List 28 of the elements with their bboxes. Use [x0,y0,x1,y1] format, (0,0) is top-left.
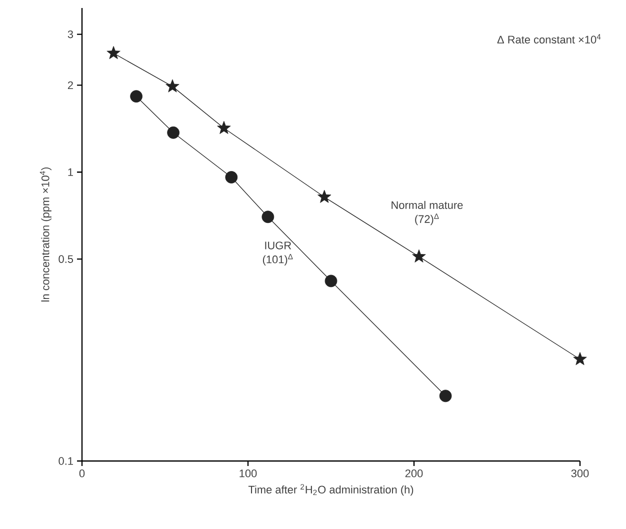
point [166,79,180,92]
annotation: (101)$^{Δ}$ [262,254,293,266]
annotation: Δ Rate constant ×10$^{4}$ [497,34,601,44]
point [573,352,587,366]
y-tick-label: 2 [68,81,73,90]
point [217,120,231,134]
point [412,249,426,262]
point [225,171,238,184]
x-tick-label: 300 [571,469,589,478]
x-tick-label: 0 [79,469,85,478]
annotation: (72)$^{Δ}$ [415,214,439,226]
series-label: IUGR [265,242,292,250]
point [130,90,142,103]
point [262,210,274,224]
point [167,126,180,139]
y-tick-label: 0.5 [58,255,74,263]
y-tick-label: 3 [68,30,74,38]
x-axis-title: Time after $^{2}$H$_{2}$O administration (h) [248,484,414,496]
point [106,46,120,60]
y-axis-title: ln concentration (ppm ×10$^{4}$) [40,167,52,302]
y-tick-label: 0.1 [58,457,73,465]
x-tick-label: 100 [240,469,257,478]
point [324,274,338,288]
y-tick-label: 1 [68,168,73,176]
text: Normal mature [392,200,463,209]
point [439,390,452,402]
x-tick-label: 200 [405,469,423,478]
point [318,190,332,203]
